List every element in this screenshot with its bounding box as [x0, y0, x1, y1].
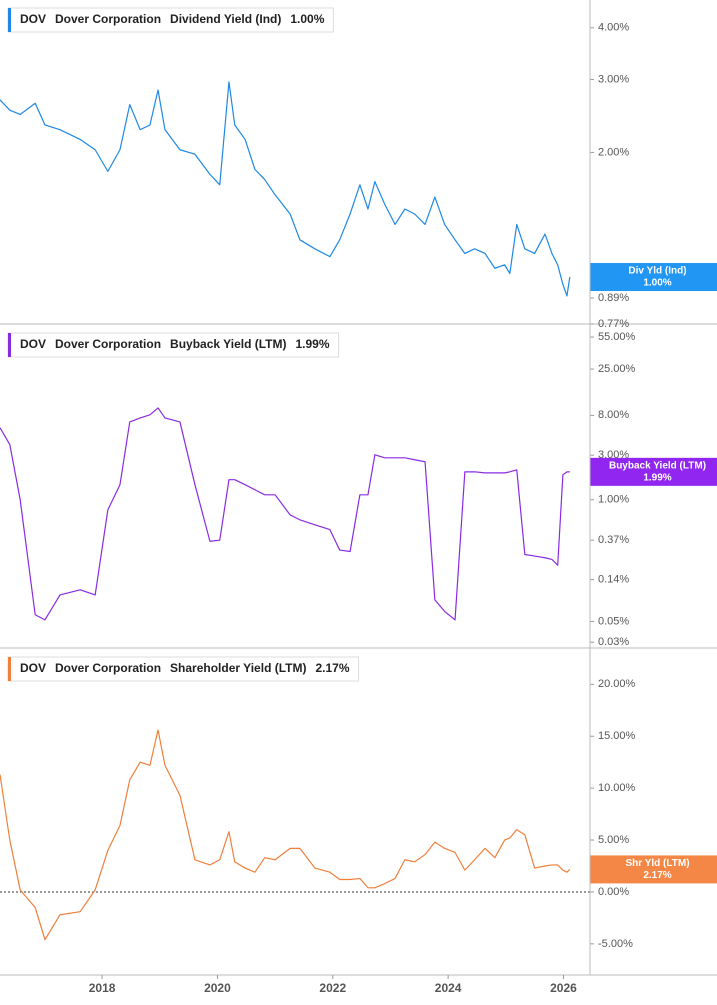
- series-line: [0, 729, 571, 941]
- header-ticker: DOV: [20, 337, 46, 351]
- badge-value: 1.00%: [643, 278, 671, 289]
- x-tick-label: 2024: [435, 981, 462, 995]
- badge-value: 2.17%: [643, 870, 671, 881]
- y-tick-label: 0.89%: [598, 292, 629, 304]
- y-tick-label: 5.00%: [598, 834, 629, 846]
- y-tick-label: 55.00%: [598, 331, 636, 343]
- y-tick-label: 0.00%: [598, 886, 629, 898]
- y-tick-label: 10.00%: [598, 782, 636, 794]
- header-accent: [8, 657, 11, 681]
- value-badge: [590, 263, 717, 292]
- y-tick-label: -5.00%: [598, 938, 633, 950]
- x-tick-label: 2022: [319, 981, 346, 995]
- y-tick-label: 0.14%: [598, 574, 629, 586]
- header-company: Dover Corporation: [55, 337, 161, 351]
- value-badge: [590, 457, 717, 486]
- series-line: [0, 81, 571, 297]
- header-company: Dover Corporation: [55, 12, 161, 26]
- y-tick-label: 20.00%: [598, 678, 636, 690]
- x-tick-label: 2026: [550, 981, 577, 995]
- series-line: [0, 407, 570, 621]
- y-tick-label: 2.00%: [598, 146, 629, 158]
- y-tick-label: 3.00%: [598, 73, 629, 85]
- header-value: 1.99%: [296, 337, 330, 351]
- x-tick-label: 2020: [204, 981, 231, 995]
- badge-label: Shr Yld (LTM): [625, 858, 689, 869]
- y-tick-label: 0.77%: [598, 318, 629, 330]
- header-ticker: DOV: [20, 661, 46, 675]
- header-value: 1.00%: [290, 12, 324, 26]
- header-metric: Dividend Yield (Ind): [170, 12, 281, 26]
- y-tick-label: 15.00%: [598, 730, 636, 742]
- header-accent: [8, 8, 11, 32]
- header-value: 2.17%: [316, 661, 350, 675]
- header-box: [7, 656, 360, 682]
- y-tick-label: 25.00%: [598, 363, 636, 375]
- header-accent: [8, 333, 11, 357]
- x-tick-label: 2018: [89, 981, 116, 995]
- y-tick-label: 0.37%: [598, 534, 629, 546]
- header-ticker: DOV: [20, 12, 46, 26]
- y-tick-label: 4.00%: [598, 22, 629, 34]
- badge-label: Div Yld (Ind): [628, 266, 686, 277]
- y-tick-label: 0.03%: [598, 636, 629, 648]
- y-tick-label: 0.05%: [598, 615, 629, 627]
- header-company: Dover Corporation: [55, 661, 161, 675]
- header-metric: Shareholder Yield (LTM): [170, 661, 306, 675]
- badge-value: 1.99%: [643, 472, 671, 483]
- header-box: [7, 7, 334, 33]
- badge-label: Buyback Yield (LTM): [609, 460, 706, 471]
- header-box: [7, 332, 340, 358]
- y-tick-label: 8.00%: [598, 409, 629, 421]
- y-tick-label: 1.00%: [598, 494, 629, 506]
- value-badge: [590, 855, 717, 884]
- header-metric: Buyback Yield (LTM): [170, 337, 286, 351]
